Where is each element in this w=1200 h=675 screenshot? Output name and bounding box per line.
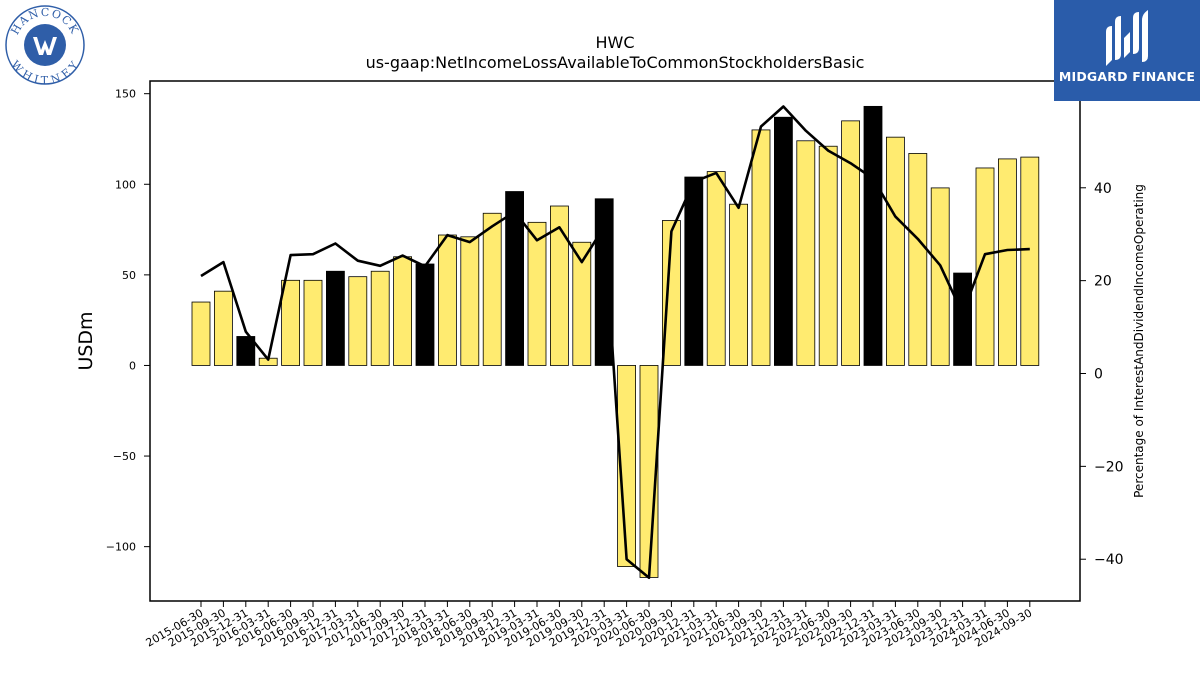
bar <box>930 187 950 366</box>
y-tick-label: 100 <box>115 178 136 191</box>
bar <box>998 158 1017 366</box>
bar <box>370 270 390 366</box>
plot-frame <box>149 80 1081 602</box>
bar <box>281 279 301 366</box>
bar <box>505 191 525 366</box>
bar <box>908 153 928 366</box>
chart-title: HWC <box>595 33 634 52</box>
bar <box>527 221 547 366</box>
y2-tick-label: 20 <box>1094 274 1112 290</box>
bar <box>684 176 704 366</box>
series-line <box>200 105 1030 580</box>
brand-name: MIDGARD FINANCE <box>1058 69 1196 84</box>
bar <box>796 140 816 366</box>
bar <box>482 212 502 366</box>
bar <box>774 116 793 366</box>
logo-mark-icon <box>33 37 57 55</box>
y2-axis-label: Percentage of InterestAndDividendIncomeO… <box>1132 184 1146 498</box>
bar <box>191 301 211 366</box>
y-axis-label: USDm <box>75 311 97 370</box>
bar-group <box>191 105 1040 578</box>
bar <box>1020 156 1040 366</box>
bar <box>572 241 592 366</box>
y2-tick-label: −40 <box>1094 552 1124 568</box>
y-tick-label: −50 <box>113 450 136 463</box>
y-tick-label: 150 <box>115 88 136 101</box>
y-tick-label: 50 <box>122 269 136 282</box>
y-tick-label: 0 <box>129 359 136 372</box>
bar <box>751 129 771 366</box>
bar <box>953 272 972 366</box>
bar <box>662 220 681 366</box>
y2-tick-label: −20 <box>1094 459 1124 475</box>
y2-tick-label: 0 <box>1094 367 1103 383</box>
bar <box>437 234 457 366</box>
bar <box>975 167 995 366</box>
bar <box>348 276 368 366</box>
bar <box>886 136 905 366</box>
bar <box>863 105 883 366</box>
bar <box>460 236 480 366</box>
bar <box>706 171 726 366</box>
bar <box>818 145 838 366</box>
midgard-mark-icon <box>1106 10 1148 66</box>
y-tick-label: −100 <box>106 541 136 554</box>
bar <box>550 205 569 366</box>
hancock-whitney-logo: HANCOCK WHITNEY <box>4 4 86 87</box>
bar <box>729 203 748 366</box>
bar <box>303 279 323 366</box>
bar <box>393 256 413 366</box>
bar <box>325 270 345 366</box>
bar <box>594 198 614 366</box>
bar <box>415 263 435 366</box>
y2-tick-label: 40 <box>1094 181 1112 197</box>
midgard-finance-logo: MIDGARD FINANCE <box>1054 0 1200 101</box>
bar <box>617 365 636 567</box>
chart-subtitle: us-gaap:NetIncomeLossAvailableToCommonSt… <box>366 53 865 72</box>
bar <box>213 290 233 366</box>
axes: −100−50050100150−40−20020402015-06-30201… <box>106 80 1124 650</box>
bar <box>841 120 860 366</box>
line-group <box>200 105 1030 580</box>
bar <box>236 336 256 366</box>
